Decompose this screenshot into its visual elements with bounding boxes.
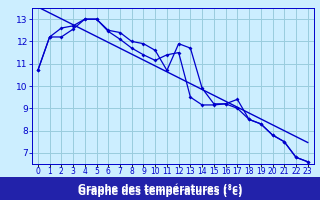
Text: Graphe des températures (°c): Graphe des températures (°c) xyxy=(78,184,242,194)
Text: Graphe des températures (°c): Graphe des températures (°c) xyxy=(78,187,242,197)
